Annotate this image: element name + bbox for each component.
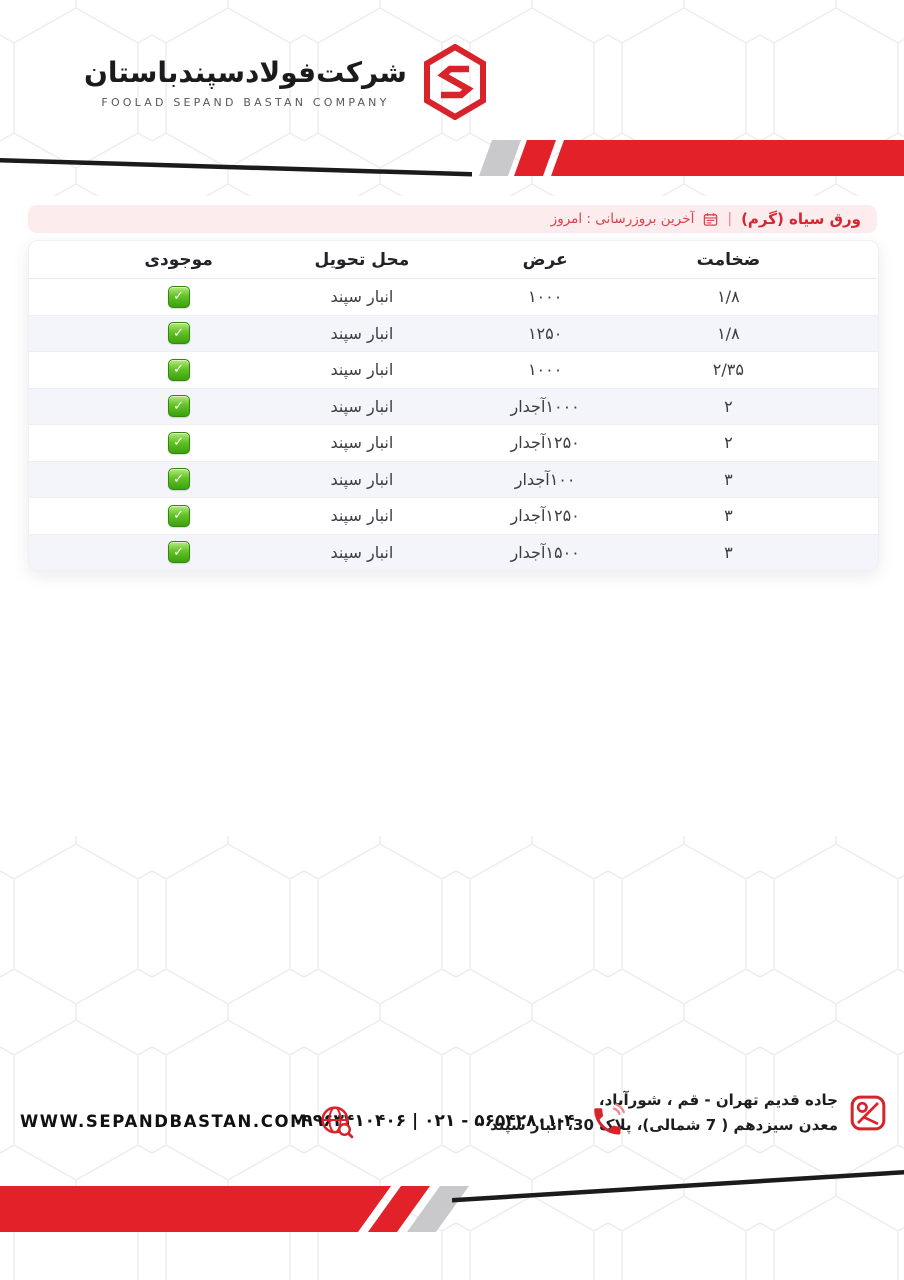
table-row: ۳ ۱۵۰۰آجدار انبار سپند ✓ [29,534,878,570]
delivery-cell: انبار سپند [330,360,394,380]
width-cell: ۱۲۵۰آجدار [510,433,580,453]
thickness-cell: ۲ [724,433,733,453]
company-logo-icon [423,44,486,120]
delivery-cell: انبار سپند [330,469,394,489]
price-table: ضخامت عرض محل تحویل موجودی ۱/۸ ۱۰۰۰ انبا… [28,240,879,571]
phone-icon [593,1103,625,1135]
check-glyph: ✓ [173,325,185,341]
stock-cell: ✓ [87,541,270,564]
width-cell: ۱۰۰آجدار [514,469,576,489]
width-cell: ۱۰۰۰ [527,360,563,380]
column-header-thickness: ضخامت [696,249,761,270]
delivery-cell: انبار سپند [330,396,394,416]
column-header-width: عرض [522,249,568,270]
delivery-cell: انبار سپند [330,433,394,453]
website-link[interactable]: WWW.SEPANDBASTAN.COM [20,1112,309,1131]
thickness-cell: ۱/۸ [717,323,740,343]
map-icon [850,1095,886,1131]
table-row: ۳ ۱۲۵۰آجدار انبار سپند ✓ [29,498,878,535]
check-icon: ✓ [167,431,190,454]
table-row: ۲ ۱۲۵۰آجدار انبار سپند ✓ [29,425,878,462]
thickness-cell: ۳ [724,542,733,562]
delivery-cell: انبار سپند [330,323,394,343]
delivery-cell: انبار سپند [330,506,394,526]
table-row: ۳ ۱۰۰آجدار انبار سپند ✓ [29,461,878,498]
thickness-cell: ۲/۳۵ [712,360,744,380]
last-update-label: آخرین بروزرسانی : امروز [550,211,695,227]
globe-search-icon [321,1106,354,1139]
title-separator: | [727,211,733,227]
table-title-bar: ورق سیاه (گرم) | آخرین بروزرسانی : امروز [28,205,877,233]
table-row: ۱/۸ ۱۰۰۰ انبار سپند ✓ [29,279,878,316]
table-row: ۱/۸ ۱۲۵۰ انبار سپند ✓ [29,315,878,352]
check-glyph: ✓ [173,362,185,378]
table-row: ۲ ۱۰۰۰آجدار انبار سپند ✓ [29,388,878,425]
check-glyph: ✓ [173,398,185,414]
calendar-icon [704,212,718,226]
check-icon: ✓ [167,285,190,308]
check-icon: ✓ [167,322,190,345]
stock-cell: ✓ [87,285,270,308]
thickness-cell: ۱/۸ [717,287,740,307]
top-divider-banner [0,140,904,177]
thickness-cell: ۳ [724,469,733,489]
company-name-fa: شرکت‌فولادسپندباستان [84,55,407,89]
contacts-footer: جاده قدیم تهران - قم ، شورآباد، معدن سیز… [0,1086,904,1158]
table-title: ورق سیاه (گرم) [741,210,861,228]
check-icon: ✓ [167,504,190,527]
thickness-cell: ۳ [724,506,733,526]
table-header-row: ضخامت عرض محل تحویل موجودی [29,241,878,279]
check-glyph: ✓ [173,289,185,305]
table-body: ۱/۸ ۱۰۰۰ انبار سپند ✓ ۱/۸ ۱۲۵۰ انبار سپن… [29,279,878,570]
check-icon: ✓ [167,358,190,381]
check-glyph: ✓ [173,471,185,487]
thickness-cell: ۲ [724,396,733,416]
width-cell: ۱۲۵۰ [527,323,563,343]
stock-cell: ✓ [87,322,270,345]
check-icon: ✓ [167,541,190,564]
column-header-delivery: محل تحویل [314,249,410,270]
table-row: ۲/۳۵ ۱۰۰۰ انبار سپند ✓ [29,352,878,389]
width-cell: ۱۵۰۰آجدار [510,542,580,562]
stock-cell: ✓ [87,431,270,454]
hex-pattern-bottom [0,836,904,1280]
bottom-divider-banner [0,1170,904,1232]
check-icon: ✓ [167,395,190,418]
stock-cell: ✓ [87,395,270,418]
width-cell: ۱۰۰۰ [527,287,563,307]
stock-cell: ✓ [87,504,270,527]
column-header-stock: موجودی [144,249,213,270]
check-glyph: ✓ [173,544,185,560]
stock-cell: ✓ [87,468,270,491]
stock-cell: ✓ [87,358,270,381]
check-glyph: ✓ [173,508,185,524]
width-cell: ۱۰۰۰آجدار [510,396,580,416]
delivery-cell: انبار سپند [330,542,394,562]
brand-header: شرکت‌فولادسپندباستان FOOLAD SEPAND BASTA… [84,44,487,120]
width-cell: ۱۲۵۰آجدار [510,506,580,526]
company-name-en: FOOLAD SEPAND BASTAN COMPANY [101,95,390,109]
delivery-cell: انبار سپند [330,287,394,307]
check-icon: ✓ [167,468,190,491]
check-glyph: ✓ [173,435,185,451]
website-block[interactable]: WWW.SEPANDBASTAN.COM [20,1103,355,1140]
